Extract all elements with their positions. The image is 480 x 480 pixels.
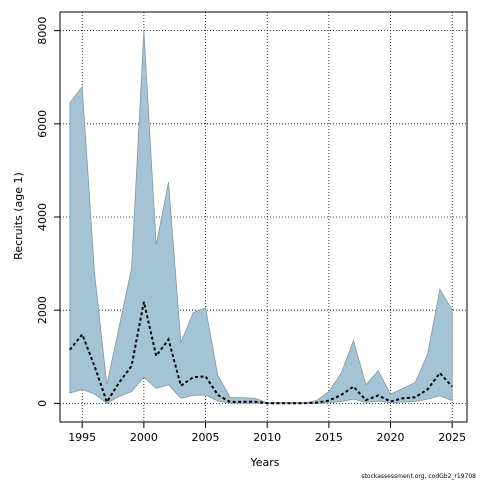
x-tick-label: 2005 (192, 431, 220, 444)
y-tick-label: 8000 (36, 17, 49, 45)
x-tick-label: 1995 (68, 431, 96, 444)
x-tick-label: 2010 (253, 431, 281, 444)
credit-text: stockassessment.org, codGb2_r19708 (361, 473, 476, 480)
confidence-band (69, 30, 453, 404)
y-axis: 0 2000 4000 6000 8000 (36, 17, 60, 407)
x-tick-label: 2020 (377, 431, 405, 444)
y-axis-title: Recruits (age 1) (12, 172, 25, 260)
median-line (69, 301, 453, 405)
x-axis-title: Years (249, 456, 279, 469)
y-tick-label: 2000 (36, 296, 49, 324)
x-tick-label: 2025 (438, 431, 466, 444)
x-axis: 1995 2000 2005 2010 2015 2020 2025 (68, 422, 466, 444)
y-tick-label: 0 (36, 400, 49, 407)
x-tick-label: 2015 (315, 431, 343, 444)
x-tick-label: 2000 (130, 431, 158, 444)
y-tick-label: 6000 (36, 110, 49, 138)
y-tick-label: 4000 (36, 203, 49, 231)
